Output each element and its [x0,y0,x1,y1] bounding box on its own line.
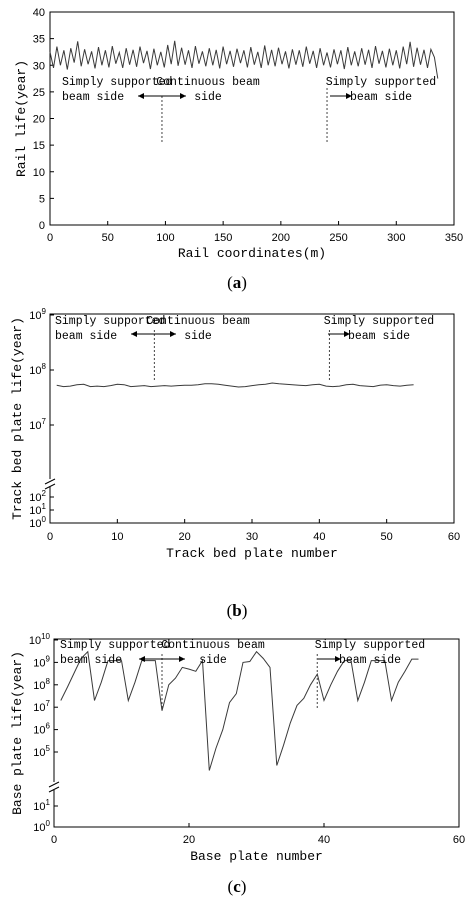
arrow-b-2-head [170,331,176,337]
y-tick-label-a-3: 15 [33,140,45,152]
axis-break-mark-b-1 [44,478,56,485]
annotation-a-1-line1: Simply supported [62,76,172,89]
annotation-b-1-line2: beam side [55,330,117,343]
y-tick-label-b-upper-0: 107 [29,417,46,432]
y-tick-label-a-4: 20 [33,114,45,126]
axis-break-mark-c-1 [48,781,60,788]
annotation-a-2-line2: side [194,91,222,104]
axis-break-mask-b [44,479,56,487]
arrow-c-3-head [335,656,341,662]
y-tick-label-b-upper-2: 109 [29,307,46,322]
arrow-c-2-head [179,656,185,662]
series-line-a [49,40,439,79]
annotation-a-3-line2: beam side [350,91,412,104]
annotation-b-3-line2: beam side [348,330,410,343]
x-tick-label-a-0: 0 [47,232,53,244]
y-tick-label-a-1: 5 [39,193,45,205]
x-tick-label-b-2: 20 [179,531,191,543]
y-tick-label-b-upper-1: 108 [29,362,46,377]
arrow-b-3-head [344,331,350,337]
y-tick-label-c-upper-3: 108 [33,677,50,692]
y-tick-label-c-lower-1: 101 [33,798,50,813]
annotation-c-2-line1: Continuous beam [161,639,265,652]
x-tick-label-c-0: 0 [51,834,57,846]
arrow-a-2-head [180,93,186,99]
annotation-b-2-line1: Continuous beam [146,315,250,328]
x-tick-label-b-1: 10 [111,531,123,543]
x-tick-label-a-6: 300 [387,232,405,244]
x-tick-label-c-3: 60 [453,834,465,846]
axis-break-mark-c-2 [48,786,60,793]
axis-break-mark-b-2 [44,483,56,490]
y-tick-label-c-upper-0: 105 [33,744,50,759]
arrow-b-1-head [131,331,137,337]
y-tick-label-c-upper-1: 106 [33,722,50,737]
x-tick-label-a-3: 150 [214,232,232,244]
panel-label-a: (a) [227,273,247,292]
series-line-b [56,382,414,388]
x-tick-label-a-5: 250 [329,232,347,244]
x-tick-label-b-0: 0 [47,531,53,543]
y-tick-label-b-lower-0: 100 [29,515,46,530]
series-line-c [60,650,419,771]
x-tick-label-c-1: 20 [183,834,195,846]
arrow-a-1-head [138,93,144,99]
y-axis-label-a: Rail life(year) [14,60,29,177]
x-tick-label-b-4: 40 [313,531,325,543]
x-tick-label-a-2: 100 [156,232,174,244]
x-axis-label-a: Rail coordinates(m) [178,246,326,261]
y-tick-label-b-lower-2: 102 [29,489,46,504]
y-axis-label-c: Base plate life(year) [10,651,25,815]
panel-label-b: (b) [226,601,248,620]
x-axis-label-b: Track bed plate number [166,546,338,561]
annotation-c-2-line2: side [199,654,227,667]
x-tick-label-a-4: 200 [272,232,290,244]
x-tick-label-a-7: 350 [445,232,463,244]
annotation-a-3-line1: Simply supported [326,76,436,89]
annotation-c-1-line2: beam side [60,654,122,667]
y-tick-label-a-2: 10 [33,167,45,179]
y-tick-label-a-8: 40 [33,7,45,19]
x-tick-label-b-6: 60 [448,531,460,543]
plot-frame-b [49,313,455,524]
arrow-c-1-head [139,656,145,662]
x-tick-label-b-3: 30 [246,531,258,543]
x-tick-label-a-1: 50 [102,232,114,244]
y-tick-label-c-upper-4: 109 [33,654,50,669]
x-tick-label-c-2: 40 [318,834,330,846]
y-tick-label-a-6: 30 [33,60,45,72]
annotation-c-3-line1: Simply supported [315,639,425,652]
x-tick-label-b-5: 50 [381,531,393,543]
y-tick-label-b-lower-1: 101 [29,502,46,517]
y-tick-label-a-5: 25 [33,87,45,99]
y-tick-label-c-lower-0: 100 [33,819,50,834]
annotation-c-1-line1: Simply supported [60,639,170,652]
y-tick-label-c-upper-5: 1010 [29,632,51,647]
y-tick-label-a-7: 35 [33,34,45,46]
annotation-c-3-line2: beam side [339,654,401,667]
plot-frame-a [49,11,455,226]
annotation-a-2-line1: Continuous beam [156,76,260,89]
y-tick-label-a-0: 0 [39,220,45,232]
x-axis-label-c: Base plate number [190,849,323,864]
annotation-a-1-line2: beam side [62,91,124,104]
y-tick-label-c-upper-2: 107 [33,699,50,714]
arrow-a-3-head [346,93,352,99]
y-axis-label-b: Track bed plate life(year) [10,317,25,520]
axis-break-mask-c [48,782,60,790]
annotation-b-1-line1: Simply supported [55,315,165,328]
panel-label-c: (c) [227,877,247,896]
plot-frame-c [53,638,460,828]
annotation-b-3-line1: Simply supported [324,315,434,328]
annotation-b-2-line2: side [184,330,212,343]
